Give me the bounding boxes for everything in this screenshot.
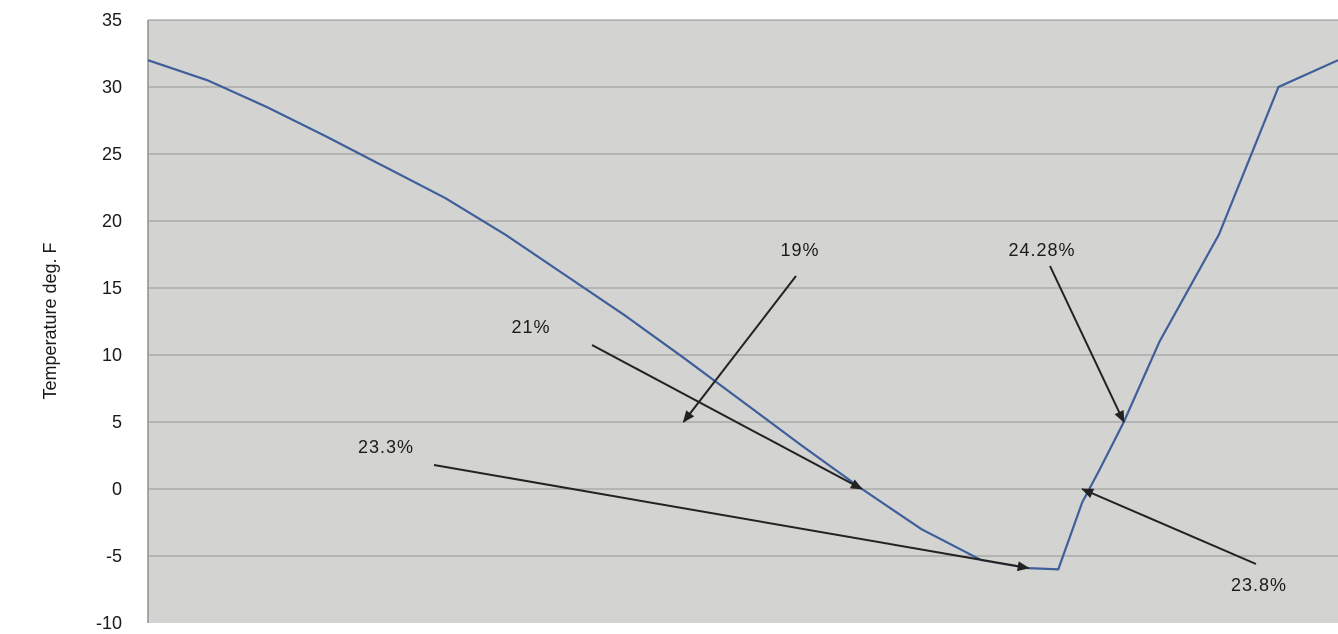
annotation-label: 23.3% [358, 437, 414, 457]
annotation-arrow [1081, 488, 1257, 565]
y-axis-label: Temperature deg. F [40, 242, 60, 399]
y-tick-label: -5 [106, 546, 122, 566]
y-tick-label: -10 [96, 613, 122, 633]
y-tick-label: 0 [112, 479, 122, 499]
annotation-arrow [682, 275, 797, 423]
annotation-label: 23.8% [1231, 575, 1287, 595]
y-tick-label: 20 [102, 211, 122, 231]
y-axis-tick-labels: 35 30 25 20 15 10 5 0 -5 -10 [96, 10, 122, 633]
series-line [147, 59, 1338, 571]
annotation-label: 19% [780, 240, 819, 260]
annotations: 19% 24.28% 21% 23.3% 23.8% [358, 240, 1287, 595]
y-tick-label: 30 [102, 77, 122, 97]
gridlines [148, 86, 1338, 557]
plot-area [148, 20, 1338, 623]
annotation-arrow [591, 344, 863, 490]
annotation-arrow [1049, 265, 1125, 423]
y-tick-label: 35 [102, 10, 122, 30]
annotation-label: 21% [511, 317, 550, 337]
y-tick-label: 25 [102, 144, 122, 164]
y-tick-label: 15 [102, 278, 122, 298]
y-tick-label: 5 [112, 412, 122, 432]
y-tick-label: 10 [102, 345, 122, 365]
annotation-label: 24.28% [1008, 240, 1075, 260]
annotation-arrow [433, 464, 1030, 572]
